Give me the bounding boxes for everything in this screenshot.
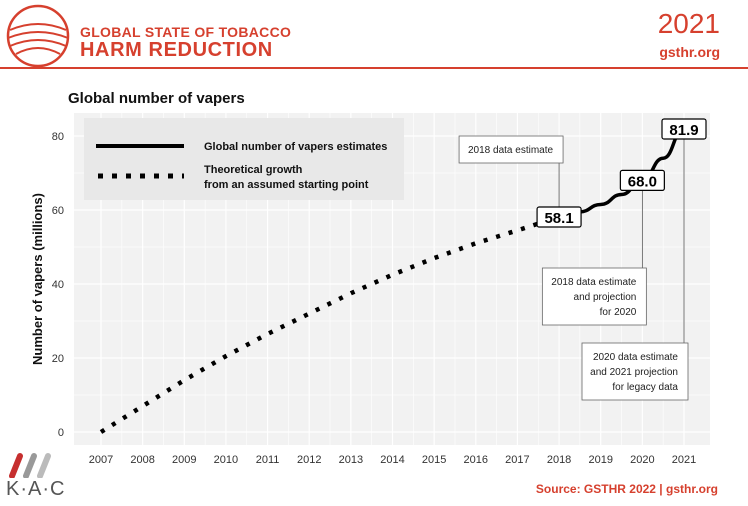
x-tick-label: 2013 [339, 454, 363, 466]
point-label: 68.0 [628, 173, 657, 190]
kac-logo-marks-icon [9, 453, 51, 478]
legend-label-theoretical-line1: Theoretical growth [204, 164, 303, 176]
annotation-text: 2020 data estimate [593, 352, 678, 363]
annotation-text: 2018 data estimate [468, 145, 553, 156]
legend: Global number of vapers estimates Theore… [84, 118, 404, 200]
x-tick-label: 2011 [256, 454, 280, 466]
x-tick-label: 2012 [297, 454, 321, 466]
chart-title: Global number of vapers [68, 90, 245, 107]
header-year: 2021 [657, 8, 720, 39]
page-header: GLOBAL STATE OF TOBACCO HARM REDUCTION 2… [0, 0, 748, 70]
x-tick-label: 2019 [588, 454, 612, 466]
header-title-line2: HARM REDUCTION [80, 39, 273, 61]
header-site-link[interactable]: gsthr.org [659, 44, 720, 60]
annotation-text: and 2021 projection [590, 367, 678, 378]
y-axis-label: Number of vapers (millions) [30, 193, 45, 365]
legend-label-estimates: Global number of vapers estimates [204, 141, 387, 153]
x-tick-label: 2016 [464, 454, 488, 466]
annotation-box [458, 135, 564, 164]
y-tick-label: 20 [52, 353, 64, 365]
legend-box [84, 118, 404, 200]
x-tick-label: 2009 [172, 454, 196, 466]
point-label: 81.9 [669, 122, 698, 139]
x-tick-label: 2007 [89, 454, 113, 466]
annotation-box [541, 267, 647, 326]
legend-label-theoretical-line2: from an assumed starting point [204, 179, 369, 191]
point-labels: 58.1 68.0 81.9 [536, 118, 707, 228]
globe-logo-icon [6, 4, 70, 68]
x-tick-label: 2008 [130, 454, 154, 466]
x-tick-label: 2017 [505, 454, 529, 466]
header-title-line1: GLOBAL STATE OF TOBACCO [80, 24, 292, 40]
series-theoretical-line [99, 214, 560, 434]
annotation-text: for 2020 [600, 307, 637, 318]
x-tick-label: 2015 [422, 454, 446, 466]
annotation-text: for legacy data [612, 382, 678, 393]
annotation-text: and projection [574, 292, 637, 303]
header-divider [0, 67, 748, 69]
annotation-box [581, 342, 689, 401]
y-tick-label: 40 [52, 279, 64, 291]
x-tick-label: 2010 [214, 454, 238, 466]
annotation-text: 2018 data estimate [551, 277, 636, 288]
y-tick-label: 0 [58, 427, 64, 439]
point-label-box [536, 206, 582, 228]
y-tick-label: 80 [52, 131, 64, 143]
x-axis-ticks: 2007 2008 2009 2010 2011 2012 2013 2014 2015 2016… [89, 454, 696, 466]
kac-logo-text: K·A·C [6, 478, 66, 500]
point-label-box [661, 118, 707, 140]
point-label: 58.1 [544, 210, 573, 227]
y-tick-label: 60 [52, 205, 64, 217]
x-tick-label: 2020 [630, 454, 654, 466]
annotations: 2018 data estimate 2018 data estimate and … [458, 128, 689, 401]
x-tick-label: 2014 [380, 454, 404, 466]
x-tick-label: 2021 [672, 454, 696, 466]
y-axis-ticks: 0 20 40 60 80 [52, 131, 64, 439]
source-note: Source: GSTHR 2022 | gsthr.org [535, 482, 718, 496]
point-label-box [619, 169, 665, 191]
x-tick-label: 2018 [547, 454, 571, 466]
